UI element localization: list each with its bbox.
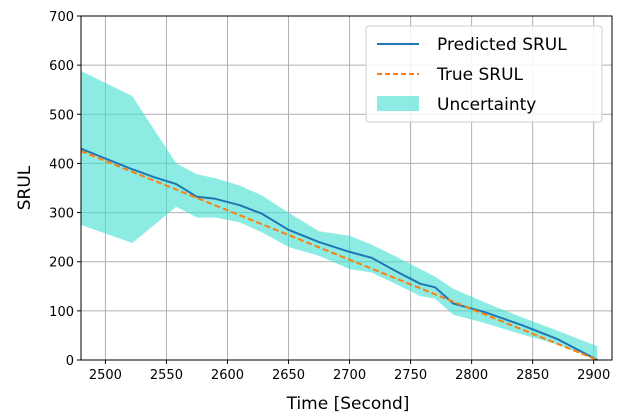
x-tick-label-2900: 2900 — [577, 368, 610, 383]
legend-label-predicted-srul: Predicted SRUL — [437, 35, 567, 55]
y-axis-label: SRUL — [15, 165, 35, 210]
legend-label-true-srul: True SRUL — [436, 65, 524, 85]
legend-label-uncertainty: Uncertainty — [437, 95, 536, 115]
y-tick-label-500: 500 — [49, 108, 74, 123]
x-axis-label: Time [Second] — [286, 394, 410, 414]
plot-frame — [80, 15, 613, 361]
y-tick-label-300: 300 — [49, 207, 74, 222]
x-tick-label-2850: 2850 — [516, 368, 549, 383]
legend-box — [365, 25, 603, 123]
y-tick-label-0: 0 — [66, 354, 74, 369]
y-tick-label-700: 700 — [49, 10, 74, 25]
x-ticks: 2500 2550 2600 2650 2700 2750 2800 2850 2900 — [89, 360, 610, 383]
x-tick-label-2700: 2700 — [333, 368, 366, 383]
y-tick-label-100: 100 — [49, 305, 74, 320]
x-tick-label-2750: 2750 — [394, 368, 427, 383]
legend: Predicted SRUL True SRUL Uncertainty — [365, 25, 603, 123]
x-tick-label-2600: 2600 — [211, 368, 244, 383]
y-tick-label-600: 600 — [49, 59, 74, 74]
x-tick-label-2650: 2650 — [272, 368, 305, 383]
y-ticks: 0 100 200 300 400 500 600 700 — [49, 10, 81, 369]
x-tick-label-2550: 2550 — [150, 368, 183, 383]
true-srul-line — [80, 150, 598, 361]
x-tick-label-2800: 2800 — [455, 368, 488, 383]
y-tick-label-200: 200 — [49, 256, 74, 271]
uncertainty-band-layer — [81, 71, 598, 360]
y-tick-label-400: 400 — [49, 157, 74, 172]
legend-swatch-uncertainty — [377, 96, 419, 111]
x-tick-label-2500: 2500 — [89, 368, 122, 383]
series-layer — [80, 147, 598, 361]
uncertainty-band — [81, 71, 598, 360]
